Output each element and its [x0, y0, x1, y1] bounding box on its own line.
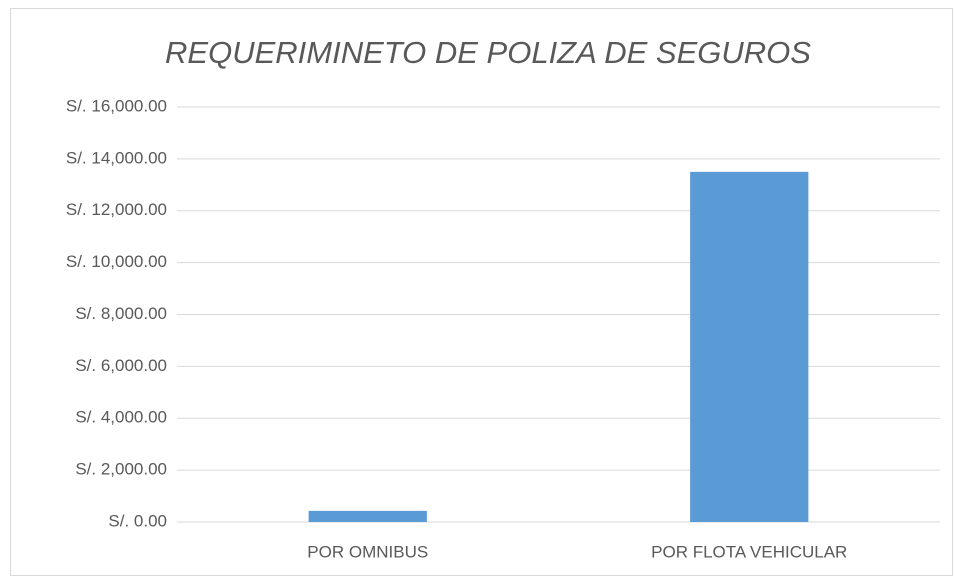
- y-tick-label: S/. 10,000.00: [66, 252, 167, 271]
- bar: [308, 510, 427, 522]
- y-tick-label: S/. 8,000.00: [75, 304, 167, 323]
- y-tick-label: S/. 14,000.00: [66, 148, 167, 167]
- x-tick-label: POR OMNIBUS: [307, 542, 428, 561]
- chart-title: REQUERIMINETO DE POLIZA DE SEGUROS: [165, 35, 811, 70]
- y-tick-label: S/. 16,000.00: [66, 96, 167, 115]
- y-tick-label: S/. 4,000.00: [75, 408, 167, 427]
- bar: [690, 171, 809, 522]
- y-tick-label: S/. 6,000.00: [75, 356, 167, 375]
- y-tick-label: S/. 12,000.00: [66, 200, 167, 219]
- x-tick-label: POR FLOTA VEHICULAR: [651, 542, 847, 561]
- y-tick-label: S/. 2,000.00: [75, 460, 167, 479]
- chart-border: [10, 8, 953, 576]
- y-tick-label: S/. 0.00: [108, 511, 167, 530]
